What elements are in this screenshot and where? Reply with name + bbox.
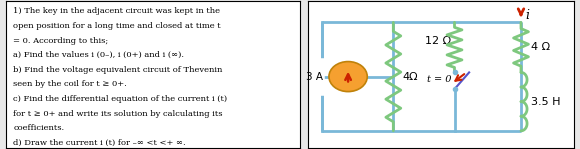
- Text: coefficients.: coefficients.: [13, 124, 64, 132]
- Circle shape: [329, 62, 367, 92]
- Text: c) Find the differential equation of the current i (t): c) Find the differential equation of the…: [13, 95, 227, 103]
- Text: open position for a long time and closed at time t: open position for a long time and closed…: [13, 22, 221, 30]
- Text: d) Draw the current i (t) for –∞ <t <+ ∞.: d) Draw the current i (t) for –∞ <t <+ ∞…: [13, 139, 186, 147]
- Text: = 0. According to this;: = 0. According to this;: [13, 37, 108, 45]
- Text: t = 0: t = 0: [426, 75, 451, 84]
- Text: a) Find the values i (0–), i (0+) and i (∞).: a) Find the values i (0–), i (0+) and i …: [13, 51, 184, 59]
- Text: seen by the coil for t ≥ 0+.: seen by the coil for t ≥ 0+.: [13, 80, 127, 88]
- Text: 12 Ω: 12 Ω: [425, 36, 451, 46]
- Text: 4 Ω: 4 Ω: [531, 42, 550, 52]
- Text: for t ≥ 0+ and write its solution by calculating its: for t ≥ 0+ and write its solution by cal…: [13, 110, 223, 118]
- Text: b) Find the voltage equivalent circuit of Thevenin: b) Find the voltage equivalent circuit o…: [13, 66, 223, 74]
- Text: i: i: [526, 9, 530, 22]
- Text: 1) The key in the adjacent circuit was kept in the: 1) The key in the adjacent circuit was k…: [13, 7, 220, 15]
- Text: 3 A: 3 A: [306, 72, 323, 82]
- Text: 4Ω: 4Ω: [403, 72, 418, 82]
- Text: 3.5 H: 3.5 H: [531, 97, 561, 107]
